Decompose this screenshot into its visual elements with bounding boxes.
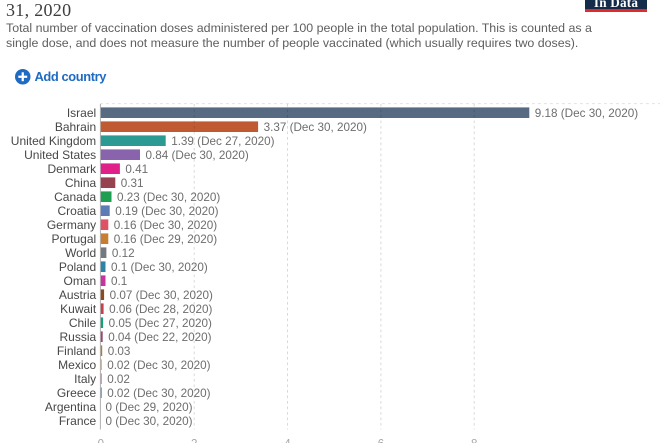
svg-text:Austria: Austria — [59, 288, 97, 302]
svg-text:Kuwait: Kuwait — [60, 302, 97, 316]
svg-text:France: France — [59, 414, 97, 428]
svg-text:0.16 (Dec 29, 2020): 0.16 (Dec 29, 2020) — [114, 233, 217, 246]
svg-text:9.18 (Dec 30, 2020): 9.18 (Dec 30, 2020) — [535, 107, 638, 120]
svg-text:0.19 (Dec 30, 2020): 0.19 (Dec 30, 2020) — [115, 205, 218, 218]
svg-text:0.1 (Dec 30, 2020): 0.1 (Dec 30, 2020) — [111, 261, 208, 274]
svg-text:0.06 (Dec 28, 2020): 0.06 (Dec 28, 2020) — [109, 303, 212, 316]
svg-text:Russia: Russia — [60, 330, 97, 344]
svg-text:4: 4 — [284, 438, 291, 443]
svg-text:Poland: Poland — [59, 260, 96, 274]
svg-text:0.03: 0.03 — [108, 345, 131, 358]
svg-text:0 (Dec 30, 2020): 0 (Dec 30, 2020) — [106, 415, 193, 428]
svg-text:0.41: 0.41 — [125, 163, 148, 176]
svg-text:United Kingdom: United Kingdom — [11, 134, 96, 148]
svg-text:Italy: Italy — [74, 372, 96, 386]
svg-text:0: 0 — [98, 438, 104, 443]
svg-text:Mexico: Mexico — [58, 358, 96, 372]
svg-text:Portugal: Portugal — [51, 232, 96, 246]
svg-text:6: 6 — [378, 438, 384, 443]
svg-text:World: World — [65, 246, 96, 260]
svg-text:0.23 (Dec 30, 2020): 0.23 (Dec 30, 2020) — [117, 191, 220, 204]
svg-text:Greece: Greece — [57, 386, 97, 400]
svg-text:0.02: 0.02 — [107, 373, 130, 386]
svg-text:0 (Dec 29, 2020): 0 (Dec 29, 2020) — [106, 401, 193, 414]
svg-text:8: 8 — [471, 438, 477, 443]
svg-text:2: 2 — [191, 438, 197, 443]
svg-text:Finland: Finland — [57, 344, 96, 358]
svg-text:Germany: Germany — [47, 218, 96, 232]
svg-text:0.1: 0.1 — [111, 275, 127, 288]
svg-text:0.02 (Dec 30, 2020): 0.02 (Dec 30, 2020) — [107, 387, 210, 400]
svg-text:1.39 (Dec 27, 2020): 1.39 (Dec 27, 2020) — [171, 135, 274, 148]
svg-text:0.05 (Dec 27, 2020): 0.05 (Dec 27, 2020) — [109, 317, 212, 330]
svg-text:Croatia: Croatia — [58, 204, 97, 218]
svg-text:0.02 (Dec 30, 2020): 0.02 (Dec 30, 2020) — [107, 359, 210, 372]
svg-text:0.16 (Dec 30, 2020): 0.16 (Dec 30, 2020) — [114, 219, 217, 232]
svg-text:0.12: 0.12 — [112, 247, 135, 260]
svg-text:China: China — [65, 176, 97, 190]
svg-text:0.31: 0.31 — [121, 177, 144, 190]
svg-text:Argentina: Argentina — [45, 400, 97, 414]
svg-text:Israel: Israel — [67, 106, 96, 120]
svg-text:0.07 (Dec 30, 2020): 0.07 (Dec 30, 2020) — [110, 289, 213, 302]
svg-text:3.37 (Dec 30, 2020): 3.37 (Dec 30, 2020) — [264, 121, 367, 134]
svg-text:Oman: Oman — [64, 274, 97, 288]
svg-text:0.04 (Dec 22, 2020): 0.04 (Dec 22, 2020) — [108, 331, 211, 344]
svg-text:0.84 (Dec 30, 2020): 0.84 (Dec 30, 2020) — [146, 149, 249, 162]
svg-text:Denmark: Denmark — [48, 162, 98, 176]
svg-text:Chile: Chile — [69, 316, 97, 330]
svg-text:Canada: Canada — [54, 190, 96, 204]
svg-text:United States: United States — [24, 148, 96, 162]
svg-text:Bahrain: Bahrain — [55, 120, 96, 134]
